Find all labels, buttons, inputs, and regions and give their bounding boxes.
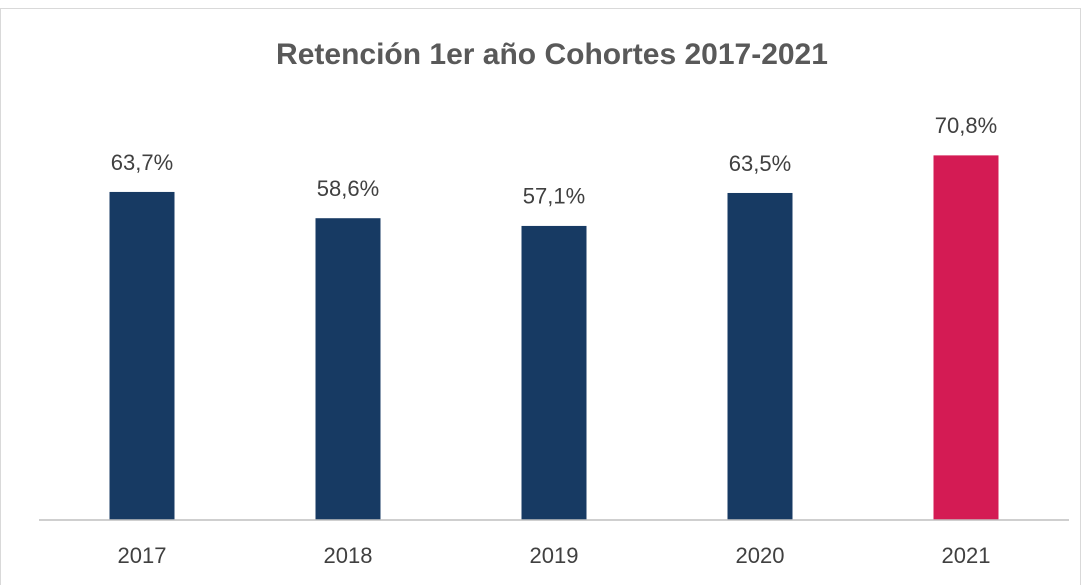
bar [109, 191, 175, 520]
bar [521, 225, 587, 520]
value-label: 63,7% [111, 150, 173, 175]
x-tick-label: 2020 [736, 543, 785, 568]
chart-title: Retención 1er año Cohortes 2017-2021 [276, 38, 828, 71]
bar [933, 155, 999, 520]
bar [727, 192, 793, 520]
bar [315, 218, 381, 520]
value-label: 57,1% [523, 184, 585, 209]
x-tick-label: 2021 [942, 543, 991, 568]
x-tick-label: 2019 [530, 543, 579, 568]
x-tick-label: 2017 [118, 543, 167, 568]
chart-frame [0, 8, 1081, 585]
x-tick-label: 2018 [324, 543, 373, 568]
value-label: 70,8% [935, 113, 997, 138]
value-label: 58,6% [317, 176, 379, 201]
value-label: 63,5% [729, 151, 791, 176]
